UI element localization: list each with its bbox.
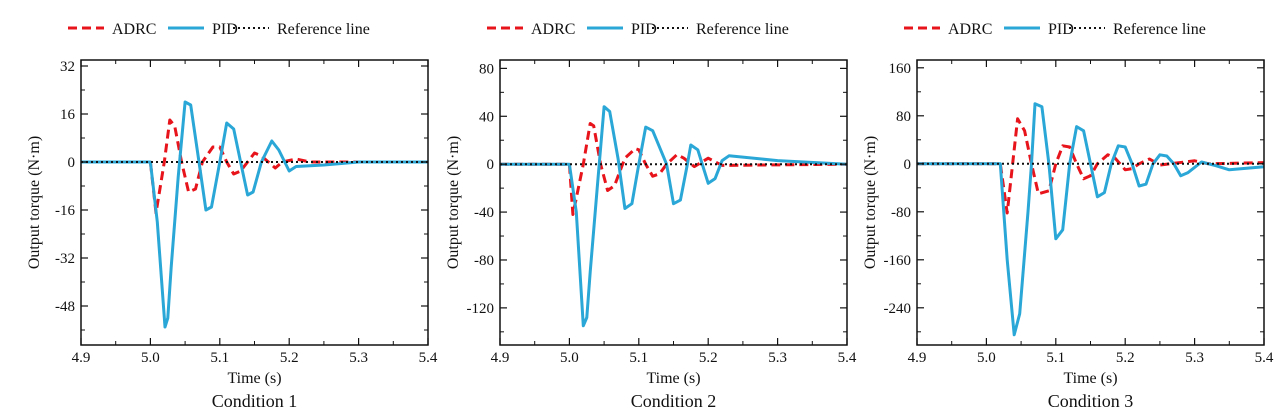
x-tick-label: 5.0: [977, 350, 996, 366]
y-tick-label: -80: [474, 253, 494, 269]
legend-label: ADRC: [112, 21, 156, 38]
plot-frame: [916, 59, 1265, 346]
y-tick-label: 0: [487, 157, 495, 173]
legend-label: PID: [1048, 21, 1074, 38]
series-pid: [500, 105, 848, 328]
series-pid: [81, 100, 428, 329]
y-tick-label: 32: [60, 59, 75, 75]
legend-label: ADRC: [948, 21, 992, 38]
legend-label: Reference line: [696, 21, 789, 38]
y-tick-label: 0: [68, 155, 76, 171]
subplot-3: ADRC PID Reference line 4.9 5.0 5.1 5.2 5.3 5.4 1…: [862, 21, 1274, 411]
y-tick-label: -160: [884, 253, 912, 269]
y-tick-label: 80: [896, 109, 911, 125]
x-tick-label: 5.4: [419, 350, 438, 366]
plot-frame: [80, 59, 429, 346]
subplot-caption: Condition 1: [212, 391, 298, 410]
y-tick-label: 0: [904, 157, 912, 173]
legend-label: ADRC: [531, 21, 575, 38]
x-tick-label: 4.9: [491, 350, 510, 366]
legend-label: Reference line: [1113, 21, 1206, 38]
x-axis-label: Time (s): [1063, 370, 1117, 387]
series-adrc: [81, 118, 428, 215]
subplot-2: ADRC PID Reference line 4.9 5.0 5.1 5.2 5.3 5.4 8…: [445, 21, 857, 411]
series-adrc: [500, 122, 848, 216]
subplot-caption: Condition 3: [1048, 391, 1134, 410]
y-axis-label: Output torque (N·m): [26, 136, 43, 269]
x-tick-label: 5.1: [629, 350, 648, 366]
x-tick-label: 5.1: [1046, 350, 1065, 366]
x-tick-label: 5.0: [141, 350, 160, 366]
y-tick-label: -40: [474, 205, 494, 221]
y-axis-label: Output torque (N·m): [862, 136, 879, 269]
x-tick-label: 5.3: [768, 350, 787, 366]
y-tick-label: 80: [479, 61, 494, 77]
x-tick-label: 5.2: [1116, 350, 1135, 366]
y-axis-label: Output torque (N·m): [445, 136, 462, 269]
series-adrc: [917, 117, 1265, 215]
series-pid: [917, 102, 1265, 337]
x-tick-label: 5.0: [560, 350, 579, 366]
x-axis-label: Time (s): [227, 370, 281, 387]
x-tick-label: 4.9: [72, 350, 91, 366]
x-tick-label: 5.3: [1185, 350, 1204, 366]
x-tick-label: 5.4: [1255, 350, 1274, 366]
x-axis-label: Time (s): [646, 370, 700, 387]
subplot-caption: Condition 2: [631, 391, 717, 410]
x-tick-label: 5.4: [838, 350, 857, 366]
y-tick-label: 16: [60, 107, 76, 123]
legend: ADRC PID Reference line: [487, 21, 789, 38]
legend-label: PID: [212, 21, 238, 38]
legend: ADRC PID Reference line: [68, 21, 370, 38]
y-tick-label: -80: [891, 205, 911, 221]
legend: ADRC PID Reference line: [904, 21, 1206, 38]
y-tick-label: -240: [884, 301, 912, 317]
x-tick-label: 5.1: [210, 350, 229, 366]
x-tick-label: 4.9: [908, 350, 927, 366]
y-tick-label: -16: [55, 203, 75, 219]
y-tick-label: -120: [467, 301, 495, 317]
subplot-1: ADRC PID Reference line 4.9 5.0 5.1 5.2 5.3 5.4 3…: [26, 21, 438, 411]
legend-label: PID: [631, 21, 657, 38]
x-tick-label: 5.3: [349, 350, 368, 366]
x-tick-label: 5.2: [699, 350, 718, 366]
x-tick-label: 5.2: [280, 350, 299, 366]
legend-label: Reference line: [277, 21, 370, 38]
y-tick-label: -32: [55, 251, 75, 267]
y-tick-label: 160: [889, 61, 912, 77]
y-tick-label: 40: [479, 109, 494, 125]
y-tick-label: -48: [55, 299, 75, 315]
